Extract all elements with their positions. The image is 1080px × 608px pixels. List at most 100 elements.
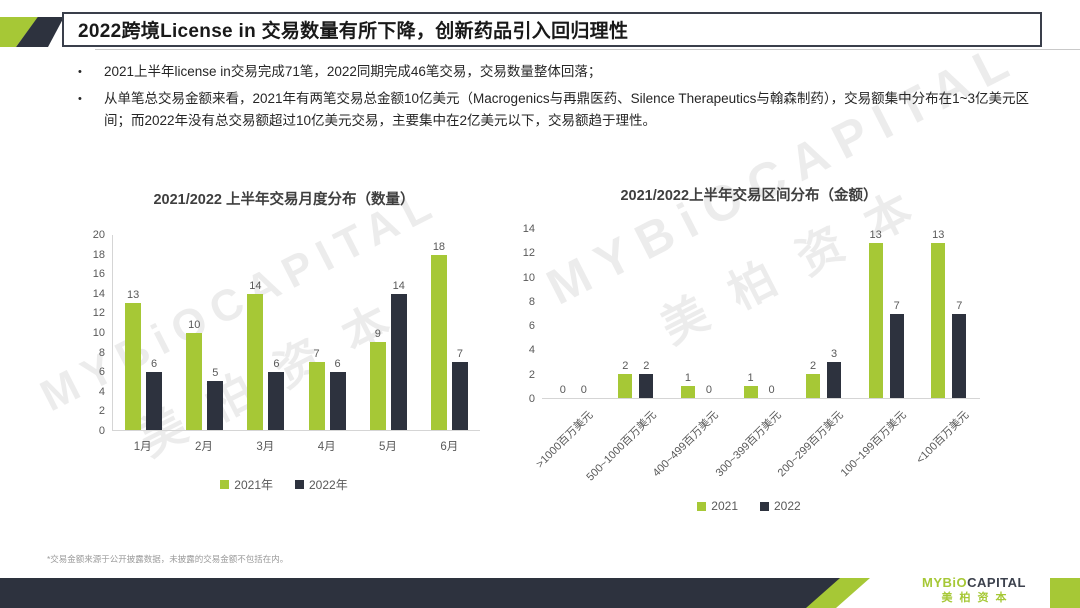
data-label: 3 <box>831 347 838 360</box>
x-axis: >1000百万美元 500~1000百万美元 400~499百万美元 300~399百… <box>534 399 980 491</box>
data-label: 7 <box>956 299 963 312</box>
bullet-text: 从单笔总交易金额来看，2021年有两笔交易总金额10亿美元（Macrogenic… <box>104 91 1030 128</box>
data-label: 9 <box>374 328 381 341</box>
data-label: 7 <box>456 347 463 360</box>
bar-2022年-1月 <box>146 371 163 430</box>
bar-unit: 14 <box>390 235 407 430</box>
logo-brand-green: MYBiO <box>922 575 968 591</box>
bar-unit: 0 <box>702 229 716 398</box>
x-axis-label: 6月 <box>440 441 459 453</box>
chart-legend: 2021年 2022年 <box>88 476 480 493</box>
bar-2022年-2月 <box>207 381 224 430</box>
bars-canvas: 13 6 10 5 14 6 7 6 9 14 18 7 <box>112 235 480 431</box>
y-tick-label: 6 <box>528 320 535 333</box>
bullet-item: • 2021上半年license in交易完成71笔，2022同期完成46笔交易… <box>78 61 1030 83</box>
bar-unit: 1 <box>743 229 758 398</box>
y-tick-label: 20 <box>92 229 105 241</box>
chart-title: 2021/2022上半年交易区间分布（金额） <box>620 188 878 204</box>
chart-title: 2021/2022 上半年交易月度分布（数量） <box>153 192 415 208</box>
company-logo: MYBiOCAPITAL 美柏资本 <box>908 575 1040 605</box>
bar-unit: 6 <box>268 235 285 430</box>
bar-group: 10 5 <box>174 235 235 430</box>
data-label: 1 <box>684 371 691 384</box>
bar-unit: 7 <box>889 229 904 398</box>
data-label: 7 <box>893 299 900 312</box>
bars-canvas: 0 0 2 2 1 0 1 0 2 3 13 7 13 7 <box>542 229 980 399</box>
page-title-box: 2022跨境License in 交易数量有所下降，创新药品引入回归理性 <box>62 12 1042 47</box>
logo-brand-cn: 美柏资本 <box>941 592 1014 605</box>
legend-swatch <box>295 480 304 489</box>
x-axis-label: 1月 <box>133 441 152 453</box>
bar-2021年-6月 <box>430 254 447 430</box>
bar-2021-<100百万美元 <box>931 243 946 398</box>
bar-unit: 2 <box>618 229 633 398</box>
bar-2021-500~1000百万美元 <box>618 373 633 398</box>
data-label: 10 <box>188 318 201 331</box>
bar-2022-<100百万美元 <box>952 313 967 398</box>
x-axis-label: 3月 <box>256 441 275 453</box>
logo-brand-dark: CAPITAL <box>967 575 1026 591</box>
bar-2022年-4月 <box>329 371 346 430</box>
bar-group: 13 7 <box>917 229 980 398</box>
x-axis-label: 5月 <box>379 441 397 453</box>
bar-unit: 13 <box>125 235 142 430</box>
bar-unit: 0 <box>556 229 570 398</box>
bar-group: 13 6 <box>113 235 174 430</box>
y-tick-label: 4 <box>98 385 105 398</box>
bar-unit: 14 <box>247 235 264 430</box>
bar-group: 13 7 <box>855 229 918 398</box>
bar-unit: 7 <box>952 229 967 398</box>
y-axis: 0 2 4 6 8 10 12 14 16 18 20 <box>88 229 112 437</box>
bar-2021年-3月 <box>247 293 264 430</box>
bar-2021-100~199百万美元 <box>868 243 883 398</box>
bar-unit: 13 <box>931 229 946 398</box>
data-label: 18 <box>432 240 446 253</box>
y-axis: 0 2 4 6 8 10 12 14 <box>518 223 542 405</box>
y-tick-label: 18 <box>92 248 105 261</box>
bar-unit: 6 <box>329 235 346 430</box>
y-tick-label: 8 <box>98 346 105 359</box>
bar-2021-300~399百万美元 <box>743 385 758 398</box>
bar-2021年-1月 <box>125 303 142 430</box>
chart-monthly-distribution: 2021/2022 上半年交易月度分布（数量） 0 2 4 6 8 10 12 14 16 18 2… <box>88 188 480 493</box>
x-axis-label: 100~199百万美元 <box>838 409 909 480</box>
y-tick-label: 2 <box>528 368 535 381</box>
bar-unit: 2 <box>639 229 654 398</box>
x-axis-label: <100百万美元 <box>914 409 972 467</box>
bar-2022-200~299百万美元 <box>827 361 842 398</box>
bar-unit: 6 <box>146 235 163 430</box>
data-label: 14 <box>249 279 262 292</box>
y-tick-label: 12 <box>92 307 105 320</box>
legend-swatch <box>220 480 230 489</box>
data-label: 13 <box>932 229 945 241</box>
x-axis-label: 2月 <box>195 441 213 453</box>
bar-2021-400~499百万美元 <box>680 385 695 398</box>
data-label: 0 <box>705 384 712 396</box>
bar-group: 9 14 <box>358 235 419 430</box>
y-tick-label: 0 <box>98 425 105 437</box>
bar-unit: 3 <box>827 229 842 398</box>
bullet-item: • 从单笔总交易金额来看，2021年有两笔交易总金额10亿美元（Macrogen… <box>78 88 1030 132</box>
legend-item-2021: 2021 <box>697 499 738 513</box>
bar-2021年-2月 <box>186 332 203 430</box>
legend-swatch <box>697 501 707 511</box>
plot-area-monthly: 0 2 4 6 8 10 12 14 16 18 20 13 6 10 5 14 6 7 6 9 14 18 7 1月 2月… <box>88 229 480 454</box>
bar-2022年-3月 <box>268 371 285 430</box>
data-label: 14 <box>392 279 405 292</box>
bullet-marker: • <box>78 66 82 78</box>
bar-2022年-6月 <box>451 361 468 430</box>
data-label: 6 <box>334 357 341 370</box>
y-tick-label: 6 <box>98 366 105 379</box>
bar-unit: 7 <box>308 235 325 430</box>
y-tick-label: 8 <box>528 295 535 308</box>
bar-unit: 13 <box>868 229 883 398</box>
data-label: 6 <box>273 357 280 370</box>
data-label: 5 <box>212 367 219 380</box>
bullet-text: 2021上半年license in交易完成71笔，2022同期完成46笔交易，交… <box>104 64 602 79</box>
data-label: 0 <box>768 384 775 396</box>
